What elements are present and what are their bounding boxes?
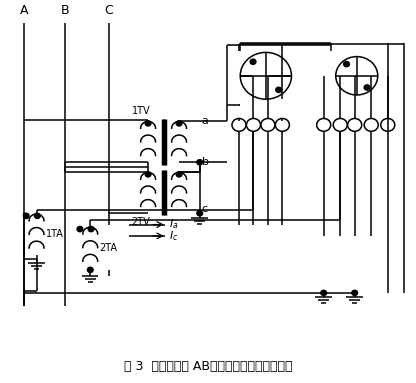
Text: 1TV: 1TV <box>131 106 150 116</box>
Text: c: c <box>202 205 208 214</box>
Text: A: A <box>20 4 28 17</box>
Circle shape <box>145 172 151 177</box>
Circle shape <box>88 226 94 232</box>
Text: C: C <box>104 4 113 17</box>
Text: $I_c$: $I_c$ <box>169 229 178 243</box>
Circle shape <box>176 172 182 177</box>
Circle shape <box>176 121 182 126</box>
Circle shape <box>250 59 256 64</box>
Text: 1TA: 1TA <box>46 229 64 239</box>
Text: 2TA: 2TA <box>99 242 117 252</box>
Circle shape <box>364 85 370 90</box>
Circle shape <box>352 290 358 296</box>
Circle shape <box>197 160 203 165</box>
Circle shape <box>145 121 151 126</box>
Text: b: b <box>202 157 209 167</box>
Circle shape <box>77 226 83 232</box>
Text: 2TV: 2TV <box>131 217 150 227</box>
Circle shape <box>35 213 40 219</box>
Text: a: a <box>202 116 209 126</box>
Circle shape <box>23 213 29 219</box>
Circle shape <box>87 267 93 272</box>
Circle shape <box>276 87 282 92</box>
Text: B: B <box>61 4 70 17</box>
Text: $I_a$: $I_a$ <box>169 218 178 231</box>
Text: 图 3  电压互感器 AB相副边极性反接的接线图: 图 3 电压互感器 AB相副边极性反接的接线图 <box>124 360 292 373</box>
Circle shape <box>197 211 203 216</box>
Circle shape <box>344 61 349 67</box>
Circle shape <box>321 290 327 296</box>
